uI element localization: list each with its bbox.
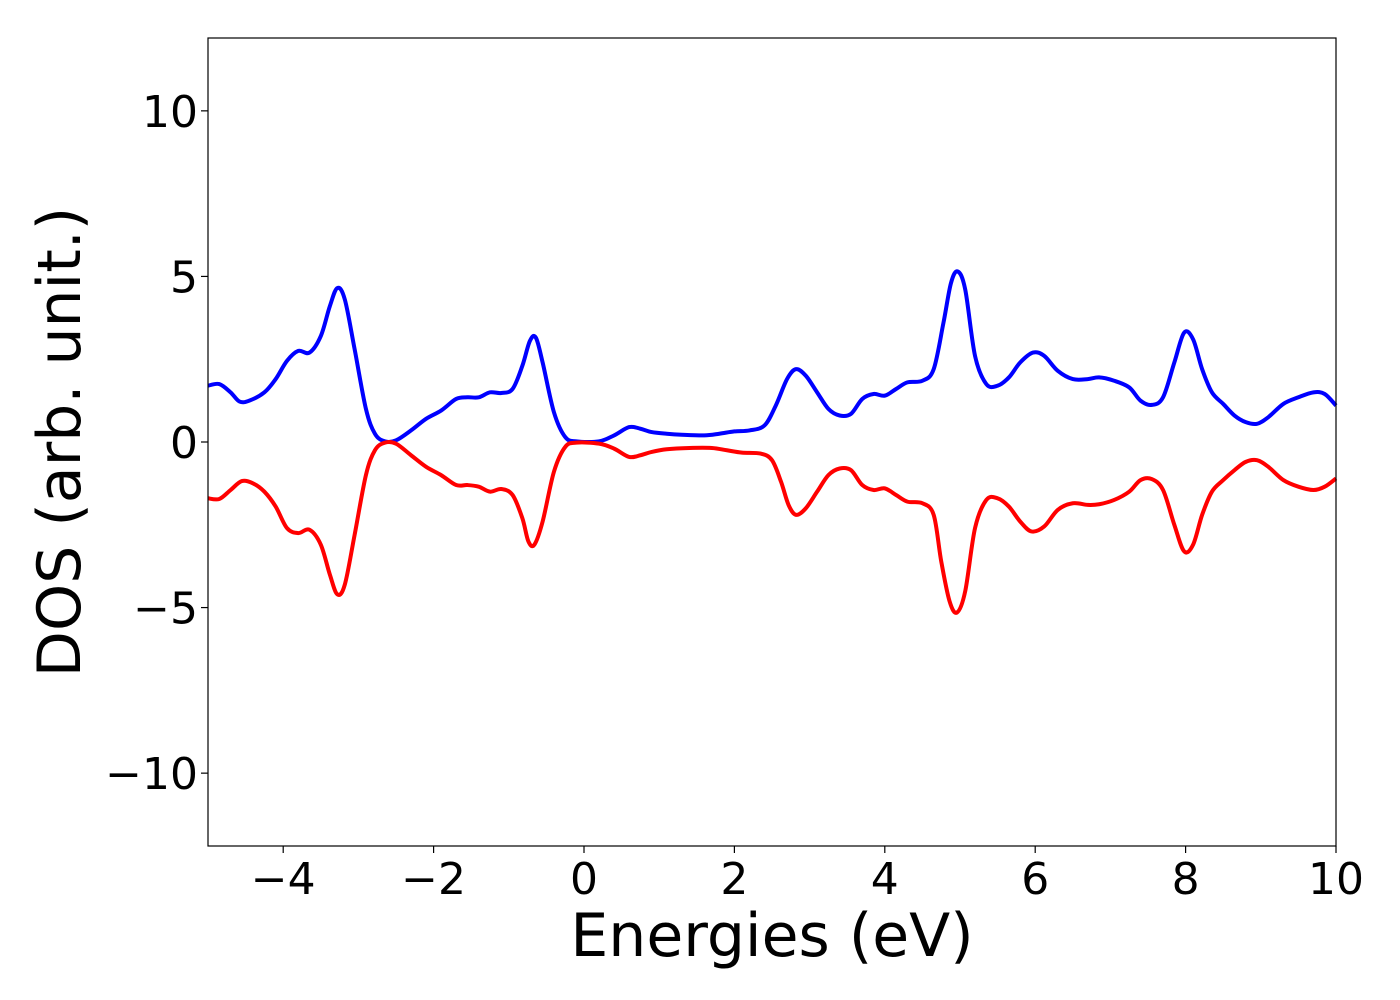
x-axis-title: Energies (eV) bbox=[570, 901, 973, 971]
dos-series-line-2 bbox=[207, 439, 1338, 615]
y-tick-label: 5 bbox=[170, 252, 198, 303]
x-tick-label: 0 bbox=[570, 854, 598, 905]
y-axis: 10 5 0 −5 −10 bbox=[105, 87, 208, 800]
y-tick-label: 10 bbox=[142, 87, 198, 138]
y-tick-label: −10 bbox=[105, 749, 198, 800]
x-tick-label: 4 bbox=[871, 854, 899, 905]
y-tick-label: 0 bbox=[170, 418, 198, 469]
x-tick-label: −2 bbox=[401, 854, 466, 905]
x-tick-label: −4 bbox=[251, 854, 316, 905]
x-tick-label: 10 bbox=[1308, 854, 1364, 905]
series-layer bbox=[207, 269, 1338, 615]
x-tick-label: 2 bbox=[720, 854, 748, 905]
plot-background bbox=[208, 38, 1336, 846]
dos-series-line-1 bbox=[207, 269, 1338, 444]
y-axis-title: DOS (arb. unit.) bbox=[25, 207, 95, 677]
x-tick-label: 6 bbox=[1021, 854, 1049, 905]
x-axis: −4 −2 0 2 4 6 8 10 bbox=[251, 846, 1364, 905]
y-tick-label: −5 bbox=[133, 584, 198, 635]
x-tick-label: 8 bbox=[1172, 854, 1200, 905]
